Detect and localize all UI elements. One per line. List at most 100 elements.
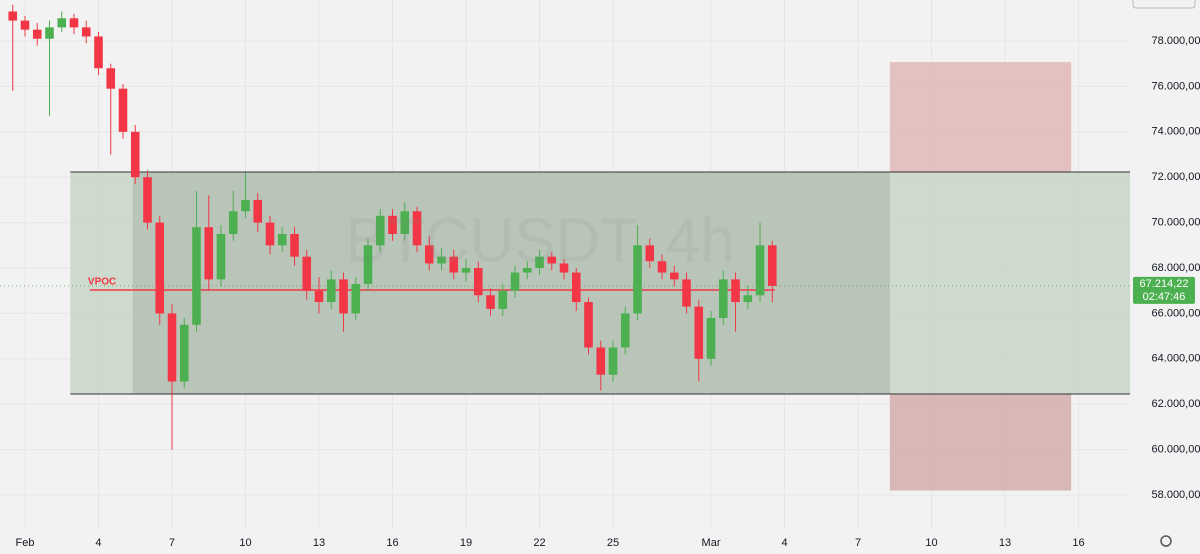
candle-body	[179, 324, 189, 382]
candle-body	[216, 233, 226, 280]
candle-body	[522, 268, 532, 273]
candle-body	[584, 302, 593, 348]
candle-body	[290, 233, 299, 257]
candle-body	[253, 199, 263, 223]
x-tick-label: 10	[239, 537, 251, 549]
candle-body	[412, 211, 422, 246]
x-tick-label: 4	[781, 537, 787, 549]
candle-body	[400, 211, 410, 234]
candle-body	[559, 263, 569, 273]
x-tick-label: 13	[313, 537, 325, 549]
candle-body	[486, 295, 495, 309]
candle-body	[351, 283, 361, 314]
axis-button[interactable]	[1132, 0, 1196, 9]
candle-body	[657, 261, 667, 273]
y-tick-label: 68.000,00	[1152, 262, 1200, 274]
candle-body	[633, 245, 642, 314]
candle-body	[449, 256, 459, 273]
watermark: BTCUSDT, 4h	[345, 206, 734, 275]
x-tick-label: 16	[1072, 537, 1084, 549]
x-tick-label: 19	[460, 537, 472, 549]
x-tick-label: 16	[386, 537, 398, 549]
candle-body	[32, 29, 42, 39]
x-tick-label: Feb	[16, 537, 35, 549]
y-tick-label: 64.000,00	[1152, 353, 1200, 365]
candle-body	[461, 268, 471, 273]
candle-body	[339, 279, 348, 314]
vpoc-label: VPOC	[88, 277, 116, 288]
zone	[889, 62, 1072, 172]
y-tick-label: 76.000,00	[1152, 80, 1200, 92]
x-tick-label: Mar	[702, 537, 721, 549]
candle-body	[535, 256, 544, 269]
candle-body	[363, 245, 373, 284]
candle-body	[155, 222, 165, 314]
candle-body	[204, 227, 214, 280]
x-tick-label: 13	[999, 537, 1011, 549]
candle-body	[94, 36, 103, 69]
candle-body	[437, 256, 446, 264]
candle-body	[682, 279, 691, 307]
y-tick-label: 74.000,00	[1152, 126, 1200, 138]
candle-body	[645, 245, 655, 262]
candle-body	[192, 227, 201, 325]
y-tick-label: 58.000,00	[1152, 489, 1200, 501]
candle-body	[69, 18, 79, 28]
candle-body	[718, 279, 728, 318]
settings-icon[interactable]	[1160, 535, 1172, 547]
candle-body	[608, 347, 618, 375]
candle-body	[265, 222, 275, 246]
zone	[889, 394, 1072, 491]
candle-body	[694, 306, 704, 359]
price-axis	[1133, 0, 1200, 530]
candle-body	[143, 177, 152, 223]
candle-body	[375, 215, 385, 246]
candle-body	[571, 272, 581, 303]
last-price-tag	[1133, 276, 1195, 304]
candle-body	[106, 68, 116, 89]
x-tick-label: 7	[169, 537, 175, 549]
countdown-label: 02:47:46	[1143, 291, 1186, 303]
candle-body	[326, 279, 336, 303]
x-tick-label: 10	[925, 537, 937, 549]
candle-body	[620, 313, 630, 348]
candle-body	[314, 290, 324, 303]
candle-body	[45, 27, 54, 39]
candle-body	[498, 290, 508, 309]
candle-body	[130, 131, 140, 178]
candle-body	[547, 256, 557, 264]
y-tick-label: 78.000,00	[1152, 35, 1200, 47]
y-tick-label: 72.000,00	[1152, 171, 1200, 183]
candle-body	[302, 256, 312, 291]
candle-body	[388, 215, 397, 234]
candle-body	[473, 268, 483, 296]
candle-body	[510, 272, 520, 291]
candle-body	[731, 279, 740, 303]
candle-body	[57, 18, 67, 28]
y-tick-label: 60.000,00	[1152, 444, 1200, 456]
x-tick-label: 22	[533, 537, 545, 549]
candle-body	[241, 199, 250, 212]
candle-body	[743, 295, 753, 303]
candle-body	[669, 272, 679, 280]
x-tick-label: 25	[607, 537, 619, 549]
candle-body	[755, 245, 765, 296]
y-tick-label: 70.000,00	[1152, 217, 1200, 229]
y-tick-label: 62.000,00	[1152, 398, 1200, 410]
candle-body	[596, 347, 606, 375]
last-price-label: 67.214,22	[1140, 278, 1189, 290]
candle-body	[167, 313, 177, 382]
candle-body	[277, 233, 287, 246]
candle-body	[228, 211, 238, 234]
candle-body	[767, 245, 777, 286]
x-tick-label: 4	[95, 537, 101, 549]
candle-body	[706, 317, 716, 359]
y-tick-label: 66.000,00	[1152, 307, 1200, 319]
candle-body	[20, 20, 30, 30]
plot: VPOC	[0, 0, 1131, 530]
candle-body	[424, 245, 434, 264]
candle-body	[81, 27, 91, 37]
candle-body	[8, 11, 18, 21]
candle-body	[118, 88, 128, 132]
